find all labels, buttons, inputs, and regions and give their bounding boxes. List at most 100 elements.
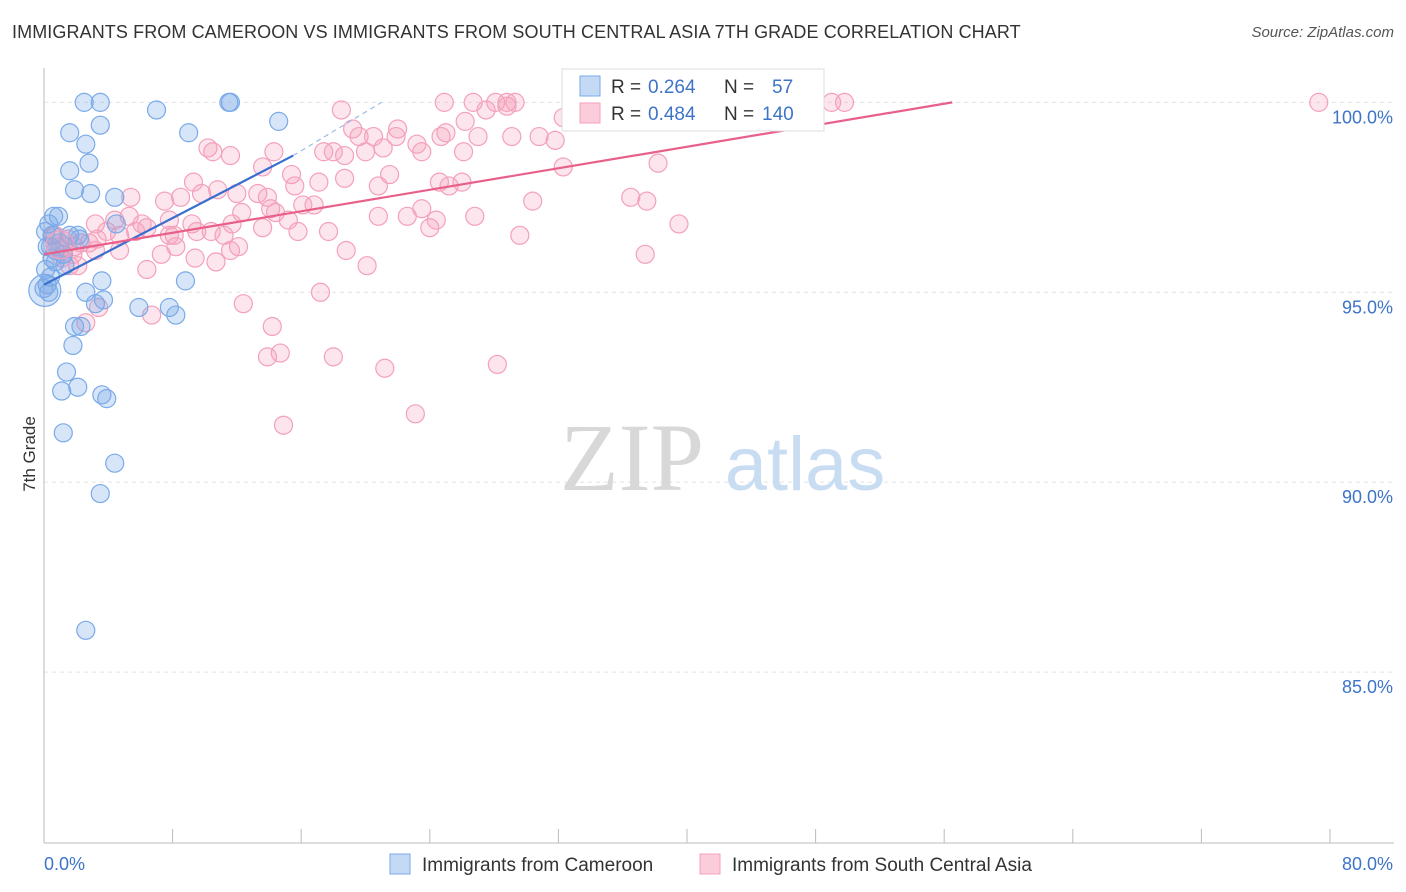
south-central-asia-point — [523, 191, 543, 211]
south-central-asia-point — [335, 168, 355, 188]
south-central-asia-point — [220, 145, 241, 166]
cameroon-point — [129, 297, 149, 318]
cameroon-point — [39, 214, 59, 234]
cameroon-point — [60, 161, 80, 181]
cameroon-point — [71, 316, 91, 337]
south-central-asia-point — [357, 256, 377, 276]
legend-r-value: 0.264 — [648, 77, 696, 98]
watermark-atlas: atlas — [725, 422, 886, 507]
south-central-asia-point — [208, 180, 228, 200]
legend-pink-swatch — [579, 102, 601, 124]
south-central-asia-point — [264, 142, 284, 162]
cameroon-point — [64, 180, 85, 200]
cameroon-trend-extension — [292, 101, 382, 157]
x-tick-label: 80.0% — [1342, 854, 1393, 874]
south-central-asia-point — [388, 119, 408, 139]
legend-n-value: 140 — [762, 104, 794, 125]
south-central-asia-point — [373, 138, 393, 158]
south-central-asia-point — [203, 142, 223, 162]
south-central-asia-point — [309, 172, 329, 192]
legend-n-value: 57 — [772, 77, 793, 98]
gridlines — [44, 101, 1394, 673]
south-central-asia-point — [510, 225, 530, 245]
cameroon-point — [76, 620, 96, 640]
south-central-asia-point — [288, 221, 308, 242]
south-central-asia-point — [486, 92, 506, 112]
cameroon-point — [92, 271, 112, 291]
cameroon-point — [90, 92, 110, 112]
cameroon-point — [90, 483, 110, 504]
south-central-asia-point — [314, 142, 334, 162]
south-central-asia-point — [45, 230, 75, 260]
south-central-asia-point — [397, 206, 417, 226]
south-central-asia-point — [648, 153, 668, 173]
south-central-asia-point — [310, 282, 331, 302]
south-central-asia-point — [335, 145, 355, 166]
south-central-asia-point — [1309, 92, 1329, 112]
legend-n-label: N = — [724, 77, 754, 98]
south-central-asia-point — [476, 100, 496, 120]
south-central-asia-point — [137, 259, 157, 280]
cameroon-point — [146, 100, 167, 120]
cameroon-point — [81, 183, 101, 204]
south-central-asia-point — [281, 164, 302, 185]
cameroon-point — [97, 389, 117, 409]
south-central-asia-point — [248, 183, 268, 204]
south-central-asia-point — [635, 244, 655, 264]
south-central-asia-point — [154, 191, 175, 211]
south-central-asia-point — [834, 92, 855, 112]
south-central-asia-point — [368, 206, 388, 226]
cameroon-point — [48, 206, 69, 226]
cameroon-point — [74, 92, 94, 112]
cameroon-point — [56, 362, 77, 382]
south-central-asia-point — [386, 126, 406, 147]
cameroon-point — [52, 381, 72, 401]
cameroon-point — [179, 123, 199, 143]
south-central-asia-point — [487, 354, 507, 375]
south-central-asia-point — [273, 415, 294, 435]
south-central-asia-point — [257, 347, 278, 367]
data-points — [28, 92, 1329, 640]
legend-cameroon-label: Immigrants from Cameroon — [422, 855, 653, 876]
legend-south-central-asia-label: Immigrants from South Central Asia — [732, 855, 1032, 876]
south-central-asia-point — [253, 218, 273, 238]
south-central-asia-point — [434, 92, 454, 112]
bottom-legend: Immigrants from Cameroon Immigrants from… — [389, 853, 1032, 876]
south-central-asia-point — [420, 218, 440, 238]
cameroon-point — [105, 187, 125, 207]
cameroon-point — [79, 153, 99, 173]
south-central-asia-point — [497, 96, 517, 116]
south-central-asia-point — [171, 187, 191, 207]
source-label: Source: ZipAtlas.com — [1251, 24, 1394, 41]
south-central-asia-point — [453, 142, 474, 162]
cameroon-point — [106, 214, 126, 234]
legend-r-value: 0.484 — [648, 104, 696, 125]
south-central-asia-point — [97, 221, 117, 242]
south-central-asia-point — [343, 119, 363, 139]
south-central-asia-point — [368, 176, 388, 196]
south-central-asia-point — [669, 214, 689, 234]
cameroon-point — [64, 316, 85, 337]
chart-title: IMMIGRANTS FROM CAMEROON VS IMMIGRANTS F… — [12, 22, 1021, 42]
cameroon-point — [269, 111, 289, 131]
cameroon-point — [60, 123, 80, 143]
south-central-asia-point — [637, 191, 657, 211]
cameroon-trend-line — [43, 154, 294, 286]
south-central-asia-point — [455, 111, 475, 131]
watermark: ZIP atlas — [560, 404, 885, 511]
cameroon-point — [90, 115, 110, 135]
legend-r-label: R = — [611, 104, 641, 125]
south-central-asia-point — [318, 221, 339, 242]
south-central-asia-point — [262, 316, 282, 337]
legend-r-label: R = — [611, 77, 641, 98]
cameroon-point — [166, 305, 186, 325]
tick-labels: 100.0% 95.0% 90.0% 85.0% 0.0% 80.0% — [44, 107, 1393, 874]
watermark-zip: ZIP — [560, 404, 704, 511]
cameroon-point — [105, 453, 125, 473]
south-central-asia-point — [465, 206, 485, 226]
south-central-asia-point — [270, 343, 290, 363]
south-central-asia-point — [375, 358, 395, 378]
cameroon-point — [63, 335, 83, 356]
cameroon-point — [93, 290, 114, 310]
south-central-asia-point — [380, 164, 400, 185]
